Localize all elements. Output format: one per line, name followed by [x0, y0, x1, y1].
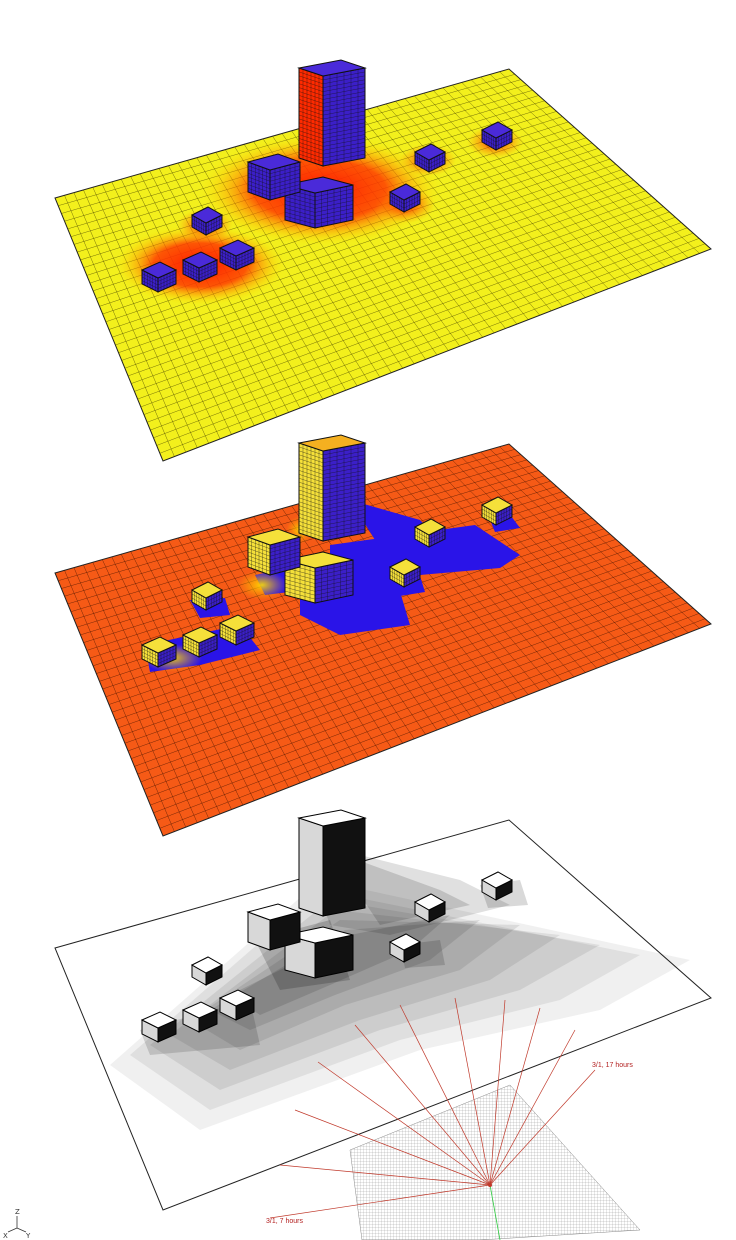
building-mesh [191, 591, 223, 609]
building-face-top [246, 903, 302, 921]
building-cube-c [218, 614, 256, 646]
panel-2-shadow-hours [54, 434, 712, 837]
sun-ray-2 [279, 1164, 491, 1186]
building-cube-g [480, 496, 514, 526]
axis-label-z: Z [15, 1208, 20, 1216]
building-mesh [414, 528, 446, 546]
building-cube-a [140, 261, 178, 293]
sun-ray-6 [399, 1004, 491, 1186]
panel-3-sun-rays [269, 997, 596, 1219]
building-mesh [284, 186, 354, 227]
building-cube-b [181, 1001, 219, 1033]
building-cube-e [388, 558, 422, 588]
building-mesh [182, 261, 218, 281]
building-face-top [413, 893, 447, 911]
building-face-top [140, 1011, 178, 1029]
building-tower [297, 434, 367, 542]
building-mesh [141, 646, 177, 666]
building-mesh [298, 444, 366, 540]
building-face-top [284, 926, 354, 944]
building-face-top [181, 1001, 219, 1019]
sun-diagram-center [488, 1183, 492, 1187]
building-cube-g [480, 121, 514, 151]
building-face-top [388, 933, 422, 951]
sun-label-first: 3/1, 7 hours [266, 1218, 303, 1225]
building-tower [297, 59, 367, 167]
building-mesh [389, 193, 421, 211]
building-face-left [298, 817, 324, 917]
building-cube-d [190, 581, 224, 611]
building-cube-f [413, 143, 447, 173]
north-line [489, 1184, 501, 1240]
axis-label-x: X [3, 1232, 8, 1240]
building-cube-f [413, 518, 447, 548]
axis-gizmo: Z X Y [3, 1208, 31, 1240]
building-mesh [389, 568, 421, 586]
building-mesh [414, 153, 446, 171]
building-cube-a [140, 636, 178, 668]
building-cube-e [388, 183, 422, 213]
building-face-top [218, 989, 256, 1007]
panel-3-buildings [140, 809, 514, 1043]
building-mesh [481, 506, 513, 524]
building-mesh [284, 561, 354, 602]
building-cube-e [388, 933, 422, 963]
building-block-mid [246, 528, 302, 576]
sun-ray-4 [317, 1061, 491, 1186]
building-block-large [284, 176, 354, 229]
building-face-top [190, 956, 224, 974]
building-cube-g [480, 871, 514, 901]
building-mesh [191, 216, 223, 234]
building-face-right [322, 817, 366, 917]
sun-ray-9 [489, 1007, 541, 1186]
building-cube-d [190, 956, 224, 986]
building-block-mid [246, 903, 302, 951]
building-mesh [247, 538, 301, 574]
sun-ray-10 [489, 1029, 576, 1186]
building-mesh [247, 163, 301, 199]
building-face-top [480, 871, 514, 889]
building-face-top [297, 809, 367, 827]
panel-3-sun-path: 3/1, 7 hours 3/1, 17 hours [54, 809, 712, 1240]
building-cube-a [140, 1011, 178, 1043]
building-block-large [284, 926, 354, 979]
axis-label-y: Y [25, 1232, 31, 1240]
sun-ray-1 [269, 1184, 491, 1219]
sun-ray-5 [354, 1024, 491, 1186]
building-mesh [182, 636, 218, 656]
building-mesh [219, 624, 255, 644]
sun-ray-8 [489, 999, 506, 1186]
building-mesh [481, 131, 513, 149]
building-mesh [141, 271, 177, 291]
building-mesh [219, 249, 255, 269]
building-block-mid [246, 153, 302, 201]
building-tower [297, 809, 367, 917]
panel-2-buildings [140, 434, 514, 668]
sun-ray-3 [294, 1109, 491, 1186]
building-cube-c [218, 239, 256, 271]
building-mesh [298, 69, 366, 165]
sun-label-last: 3/1, 17 hours [592, 1062, 633, 1069]
sun-ray-7 [454, 997, 491, 1186]
sun-ray-11 [489, 1069, 596, 1186]
panel-3-sun-diagram-grid [349, 1084, 641, 1240]
panel-1-buildings [140, 59, 514, 293]
building-cube-b [181, 251, 219, 283]
building-cube-d [190, 206, 224, 236]
building-cube-c [218, 989, 256, 1021]
building-cube-b [181, 626, 219, 658]
panel-1-ground-heat [54, 59, 712, 462]
building-cube-f [413, 893, 447, 923]
building-block-large [284, 551, 354, 604]
